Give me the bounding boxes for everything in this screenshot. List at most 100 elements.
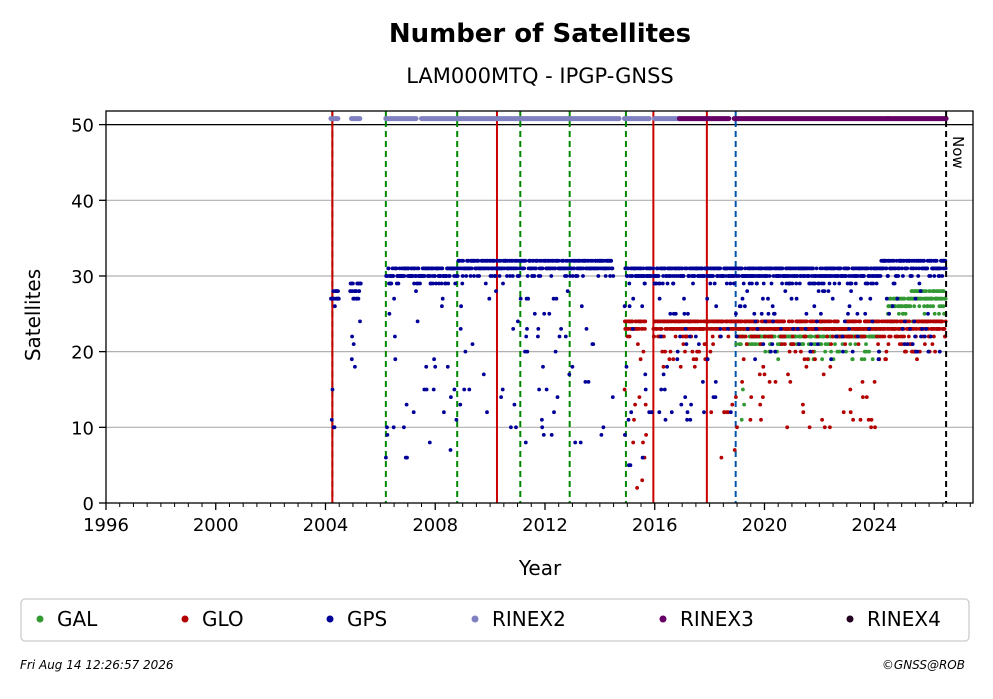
data-point: [611, 274, 616, 278]
data-point: [402, 425, 406, 430]
data-point: [886, 342, 891, 346]
data-point: [526, 296, 530, 301]
data-point: [790, 334, 795, 339]
data-point: [853, 342, 858, 346]
data-point: [710, 334, 715, 339]
data-point: [726, 410, 730, 415]
data-point: [896, 274, 901, 278]
data-point: [405, 455, 409, 460]
data-point: [897, 266, 902, 271]
legend-box: [20, 598, 970, 642]
data-point: [844, 349, 848, 354]
data-point: [402, 274, 407, 278]
data-point: [773, 380, 778, 384]
data-point: [862, 357, 867, 362]
data-point: [623, 433, 627, 437]
data-point: [671, 281, 676, 286]
data-point: [499, 395, 503, 399]
data-point: [389, 281, 394, 286]
data-point: [596, 274, 601, 278]
data-point: [734, 334, 739, 339]
data-point: [905, 266, 910, 271]
data-point: [869, 425, 873, 430]
data-point: [627, 281, 632, 286]
data-point: [912, 304, 917, 309]
data-point: [447, 274, 452, 278]
data-point: [766, 334, 771, 339]
data-point: [663, 417, 668, 422]
data-point: [632, 417, 636, 422]
data-point: [622, 304, 627, 309]
data-point: [701, 380, 705, 384]
data-point: [649, 274, 654, 278]
data-point: [772, 334, 777, 339]
data-point: [549, 274, 554, 278]
data-point: [848, 410, 853, 415]
data-point: [446, 281, 451, 286]
data-point: [854, 319, 859, 324]
data-point: [862, 274, 866, 278]
data-point: [673, 311, 678, 316]
data-point: [892, 281, 897, 286]
data-point: [467, 387, 472, 392]
data-point: [385, 433, 390, 437]
data-point: [873, 425, 877, 430]
data-point: [728, 410, 733, 415]
data-point: [583, 380, 588, 384]
data-point: [631, 296, 636, 301]
data-point: [928, 274, 933, 278]
data-point: [523, 258, 528, 263]
data-point: [841, 410, 846, 415]
data-point: [915, 349, 920, 354]
x-tick-label: 2008: [412, 515, 458, 536]
data-point: [567, 372, 572, 377]
data-point: [693, 334, 698, 339]
data-point: [681, 274, 686, 278]
data-point: [924, 327, 928, 331]
legend-marker: [326, 615, 334, 623]
data-point: [744, 342, 749, 346]
data-point: [541, 433, 546, 437]
data-point: [406, 266, 411, 271]
data-point: [911, 266, 916, 271]
data-point: [439, 281, 444, 286]
data-point: [688, 417, 693, 422]
data-point: [622, 387, 627, 392]
data-point: [412, 281, 416, 286]
data-point: [837, 349, 842, 354]
data-point: [732, 448, 737, 452]
data-point: [791, 327, 795, 331]
data-point: [811, 266, 815, 271]
data-point: [814, 327, 819, 331]
data-point: [559, 327, 563, 331]
data-point: [749, 395, 754, 399]
data-point: [351, 342, 356, 346]
data-point: [761, 364, 766, 369]
data-point: [579, 304, 584, 309]
data-point: [636, 342, 640, 346]
data-point: [740, 380, 744, 384]
data-point: [330, 387, 335, 392]
data-point: [783, 342, 787, 346]
data-point: [494, 289, 498, 293]
data-point: [514, 425, 518, 430]
x-tick-label: 2020: [742, 515, 788, 536]
data-point: [485, 410, 489, 415]
data-point: [728, 281, 733, 286]
data-point: [660, 281, 665, 286]
data-point: [440, 266, 445, 271]
data-point: [860, 380, 865, 384]
data-point: [649, 410, 654, 415]
data-point: [549, 433, 554, 437]
data-point: [904, 349, 908, 354]
data-point: [630, 274, 635, 278]
data-point: [511, 327, 516, 331]
data-point: [863, 311, 868, 316]
data-point: [732, 281, 736, 286]
data-point: [512, 402, 517, 407]
data-point: [726, 327, 730, 331]
data-point: [874, 281, 879, 286]
data-point: [610, 395, 615, 399]
data-point: [581, 274, 585, 278]
data-point: [657, 410, 662, 415]
